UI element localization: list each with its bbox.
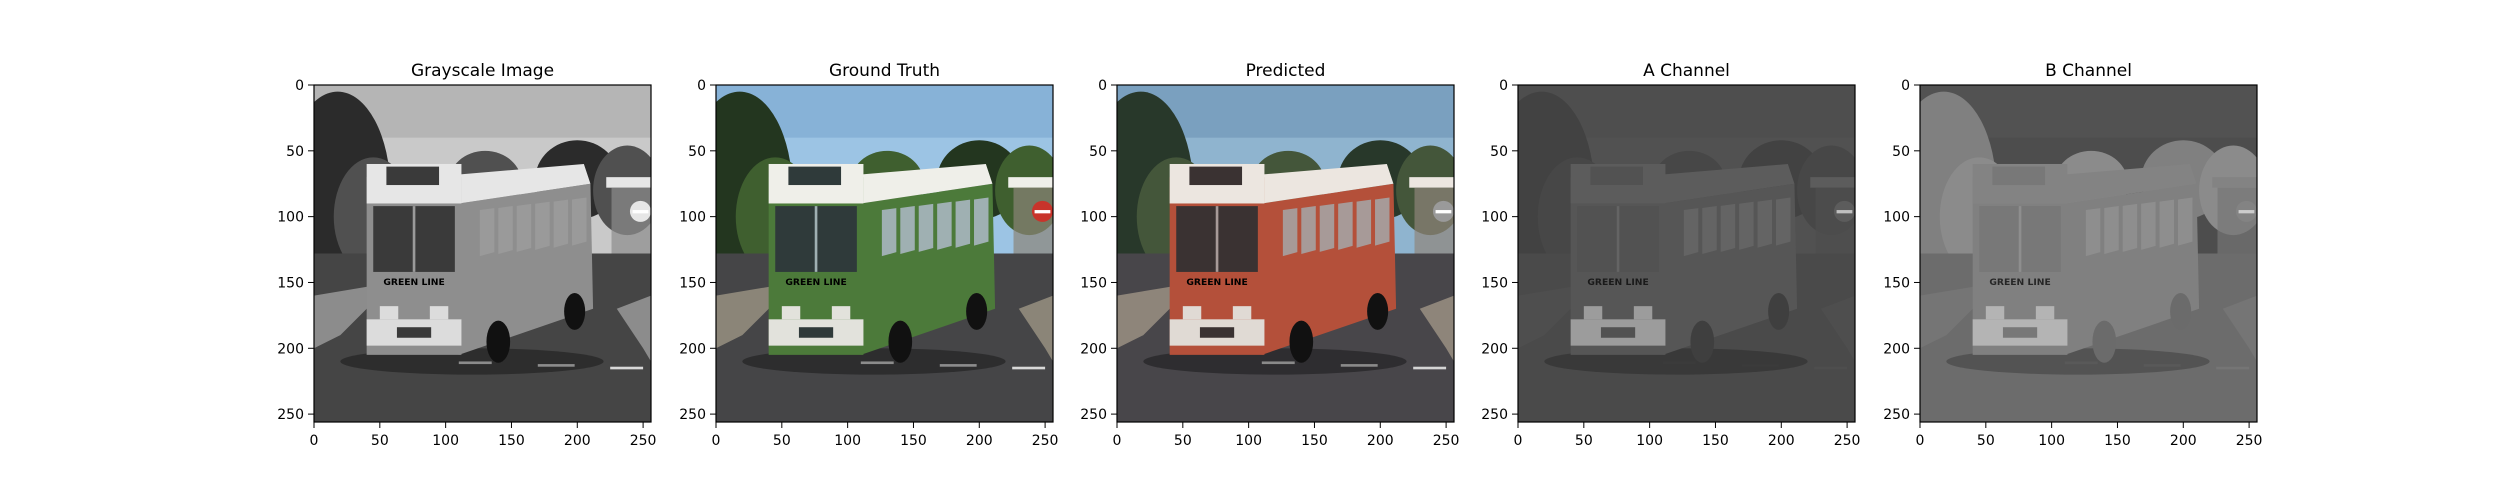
x-tick-label: 100 <box>2038 433 2065 449</box>
x-tick-label: 50 <box>371 433 389 449</box>
x-tick-label: 50 <box>1977 433 1995 449</box>
x-tick-label: 150 <box>1702 433 1729 449</box>
x-tick-label: 200 <box>564 433 591 449</box>
x-tick-label: 250 <box>2236 433 2263 449</box>
y-tick-label: 200 <box>277 341 304 357</box>
panel-pred: Predicted GREEN LINE 0 50 100 150 200 250 0 50 100… <box>1080 61 1460 449</box>
axes-frame <box>1116 84 1455 423</box>
x-tick-label: 150 <box>2104 433 2131 449</box>
bus-banner-text: GREEN LINE <box>1587 277 1648 288</box>
y-tick-label: 200 <box>1883 341 1910 357</box>
y-tick-label: 0 <box>295 78 304 94</box>
y-tick-label: 50 <box>1490 144 1508 160</box>
axes-frame <box>1517 84 1856 423</box>
panel-image: GREEN LINE <box>1518 85 1855 422</box>
x-tick-label: 250 <box>1032 433 1059 449</box>
y-tick-label: 200 <box>679 341 706 357</box>
y-tick-label: 100 <box>679 210 706 226</box>
x-tick-label: 150 <box>1301 433 1328 449</box>
x-tick-label: 0 <box>310 433 319 449</box>
y-tick-label: 50 <box>1892 144 1910 160</box>
x-tick-label: 250 <box>630 433 657 449</box>
axes-frame <box>1919 84 2258 423</box>
y-tick-label: 150 <box>679 275 706 291</box>
panel-title: B Channel <box>2045 61 2132 81</box>
panel-title: Ground Truth <box>829 61 940 81</box>
x-tick-label: 200 <box>1768 433 1795 449</box>
x-tick-label: 250 <box>1433 433 1460 449</box>
panel-title: A Channel <box>1643 61 1730 81</box>
panel-title: Predicted <box>1246 61 1326 81</box>
y-tick-label: 200 <box>1481 341 1508 357</box>
x-tick-label: 50 <box>773 433 791 449</box>
panel-truth: Ground Truth GREEN LINE 0 50 100 150 200 250 0 50… <box>679 61 1059 449</box>
panel-bchan: B Channel GREEN LINE 0 50 100 150 200 250 0 50 100… <box>1883 61 2263 449</box>
y-tick-label: 250 <box>1481 407 1508 423</box>
y-tick-label: 250 <box>1883 407 1910 423</box>
x-tick-label: 50 <box>1575 433 1593 449</box>
x-tick-label: 200 <box>966 433 993 449</box>
panel-image: GREEN LINE <box>716 85 1053 422</box>
panel-image: GREEN LINE <box>1117 85 1454 422</box>
panel-gray: Grayscale Image GREEN LINE 0 50 100 150 200 250… <box>277 61 657 449</box>
y-tick-label: 0 <box>697 78 706 94</box>
x-tick-label: 150 <box>900 433 927 449</box>
bus-banner-text: GREEN LINE <box>383 277 444 288</box>
x-tick-label: 0 <box>712 433 721 449</box>
bus-banner-text: GREEN LINE <box>1989 277 2050 288</box>
y-tick-label: 200 <box>1080 341 1107 357</box>
panel-achan: A Channel GREEN LINE 0 50 100 150 200 250 0 50 100… <box>1481 61 1861 449</box>
bus-banner-text: GREEN LINE <box>785 277 846 288</box>
y-tick-label: 50 <box>688 144 706 160</box>
y-tick-label: 0 <box>1499 78 1508 94</box>
x-tick-label: 200 <box>1367 433 1394 449</box>
x-tick-label: 100 <box>834 433 861 449</box>
x-tick-label: 250 <box>1834 433 1861 449</box>
x-tick-label: 50 <box>1174 433 1192 449</box>
y-tick-label: 100 <box>277 210 304 226</box>
y-tick-label: 0 <box>1901 78 1910 94</box>
bus-banner-text: GREEN LINE <box>1186 277 1247 288</box>
x-tick-label: 100 <box>1235 433 1262 449</box>
y-tick-label: 50 <box>286 144 304 160</box>
panel-title: Grayscale Image <box>411 61 554 81</box>
y-tick-label: 100 <box>1481 210 1508 226</box>
y-tick-label: 100 <box>1080 210 1107 226</box>
panel-image: GREEN LINE <box>314 85 651 422</box>
x-tick-label: 150 <box>498 433 525 449</box>
y-tick-label: 150 <box>1481 275 1508 291</box>
x-tick-label: 0 <box>1113 433 1122 449</box>
y-tick-label: 150 <box>1080 275 1107 291</box>
axes-frame <box>715 84 1054 423</box>
panel-image: GREEN LINE <box>1920 85 2257 422</box>
y-tick-label: 150 <box>1883 275 1910 291</box>
y-tick-label: 100 <box>1883 210 1910 226</box>
x-tick-label: 0 <box>1514 433 1523 449</box>
y-tick-label: 0 <box>1098 78 1107 94</box>
y-tick-label: 150 <box>277 275 304 291</box>
y-tick-label: 250 <box>277 407 304 423</box>
axes-frame <box>313 84 652 423</box>
x-tick-label: 100 <box>432 433 459 449</box>
y-tick-label: 250 <box>679 407 706 423</box>
y-tick-label: 50 <box>1089 144 1107 160</box>
x-tick-label: 200 <box>2170 433 2197 449</box>
x-tick-label: 0 <box>1916 433 1925 449</box>
y-tick-label: 250 <box>1080 407 1107 423</box>
x-tick-label: 100 <box>1636 433 1663 449</box>
